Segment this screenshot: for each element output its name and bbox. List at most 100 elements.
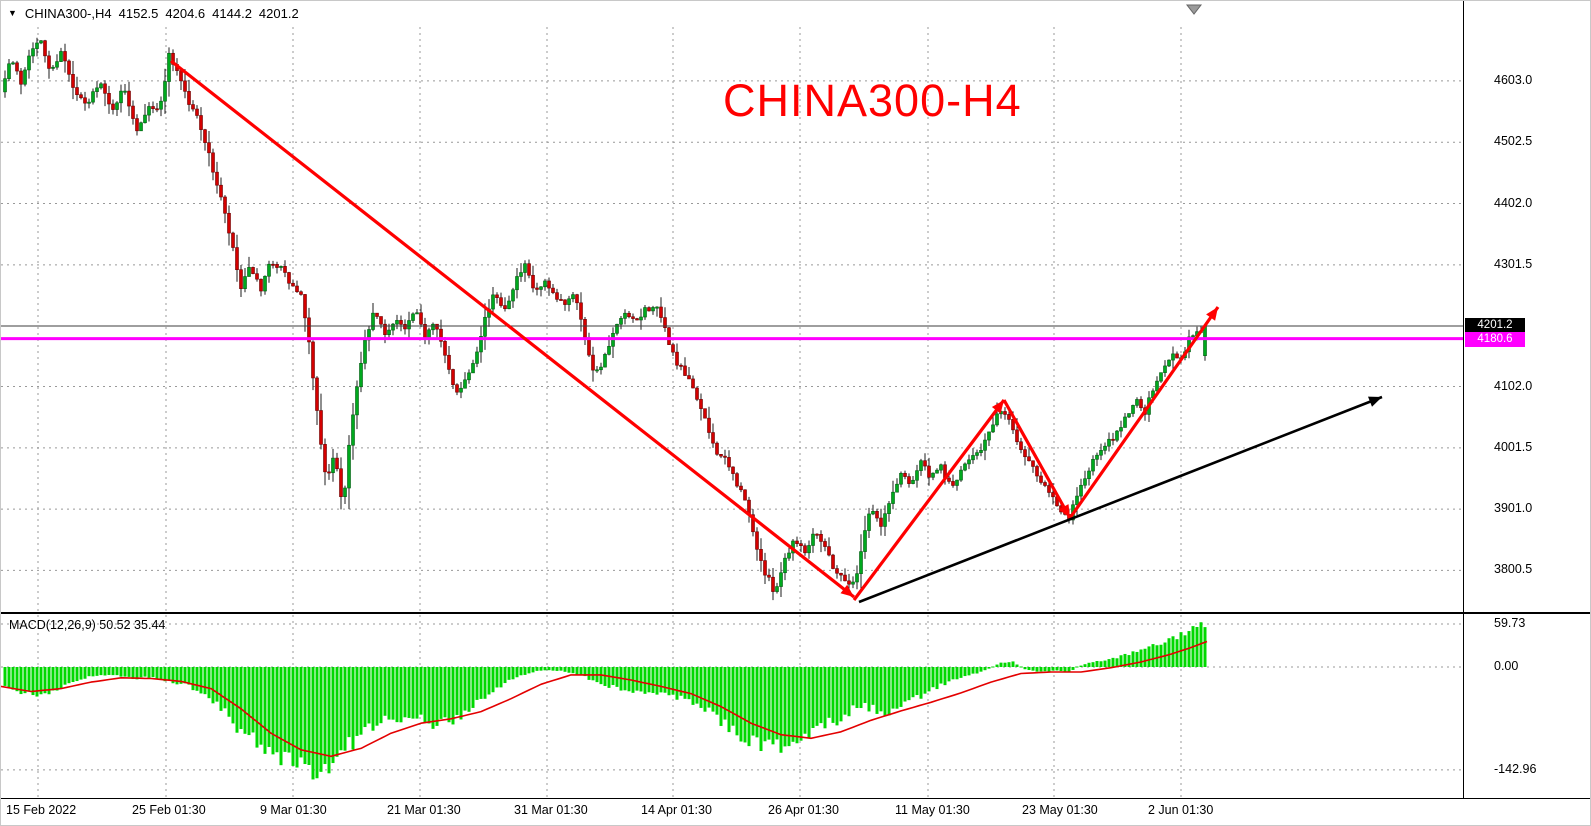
candle [831, 554, 835, 569]
candle [131, 105, 135, 119]
candle [675, 351, 679, 366]
rally-arrow-2[interactable] [1068, 306, 1220, 519]
candle [1035, 466, 1039, 477]
candle [647, 307, 651, 312]
candle [1099, 450, 1103, 456]
candle [867, 513, 871, 531]
candle [235, 247, 239, 271]
ohlc-low: 4144.2 [212, 6, 252, 21]
chart-shift-marker-icon[interactable] [1185, 4, 1203, 15]
price-axis-label: 4001.5 [1494, 439, 1533, 454]
candle [779, 572, 783, 587]
candle [243, 276, 247, 289]
candle [515, 276, 519, 291]
candle [975, 452, 979, 456]
candle [407, 320, 411, 330]
candle [331, 457, 335, 474]
candle [715, 442, 719, 455]
candle [1203, 325, 1207, 357]
candle [1003, 411, 1007, 415]
candle [1091, 458, 1095, 472]
candle [1075, 495, 1079, 506]
candle [491, 294, 495, 310]
candle [371, 312, 375, 330]
candle [543, 280, 547, 288]
candle [547, 280, 551, 289]
candle [1079, 484, 1083, 497]
rally-arrow-1[interactable] [852, 399, 1006, 601]
candle [631, 316, 635, 319]
candle [815, 533, 819, 536]
candle [439, 328, 443, 342]
candle [583, 319, 587, 338]
candle [1159, 372, 1163, 382]
candle [179, 70, 183, 82]
candle [983, 439, 987, 451]
candle [1127, 413, 1131, 418]
candle [335, 457, 339, 470]
collapse-indicator-icon[interactable]: ▼ [8, 8, 17, 18]
candle [707, 417, 711, 433]
candle [207, 142, 211, 154]
candle [339, 468, 343, 497]
candle [15, 62, 19, 72]
candle [827, 546, 831, 556]
symbol-label: CHINA300-,H4 [24, 6, 112, 21]
candle [519, 272, 523, 277]
candle [1051, 492, 1055, 498]
candle [615, 323, 619, 334]
candle [43, 40, 47, 57]
macd-signal-line [1, 640, 1208, 758]
candle [231, 232, 235, 248]
candle [1123, 416, 1127, 428]
candle [523, 263, 527, 273]
downtrend-arrow[interactable] [170, 59, 855, 599]
macd-axis-label: 59.73 [1494, 615, 1526, 630]
candle [115, 102, 119, 110]
candle [731, 466, 735, 474]
horizontal-level-lines [1, 325, 1463, 341]
candle [227, 212, 231, 234]
candle [879, 517, 883, 527]
pullback-arrow[interactable] [1002, 399, 1072, 519]
candle [619, 318, 623, 325]
candle [939, 464, 943, 471]
ohlc-open: 4152.5 [118, 6, 159, 21]
macd-axis-label: 0.00 [1494, 659, 1519, 673]
candle [639, 316, 643, 321]
candle [123, 90, 127, 93]
candle [387, 329, 391, 335]
candle [1107, 438, 1111, 447]
candle [479, 335, 483, 353]
candle [979, 449, 983, 453]
candle [47, 55, 51, 69]
trend-annotations[interactable] [170, 59, 1383, 604]
candle [1131, 405, 1135, 414]
candle [783, 557, 787, 574]
candle [967, 459, 971, 465]
candle [343, 487, 347, 497]
candle [799, 543, 803, 547]
candle [11, 62, 15, 65]
candle [1015, 429, 1019, 443]
candle [495, 294, 499, 298]
candle [627, 312, 631, 318]
candle [511, 289, 515, 302]
candle [379, 316, 383, 325]
candle [1115, 430, 1119, 441]
candle [795, 540, 799, 544]
candle [443, 341, 447, 356]
candle [63, 51, 67, 62]
time-axis-label: 2 Jun 01:30 [1148, 803, 1214, 817]
uptrend-arrow[interactable] [858, 395, 1383, 604]
candle [503, 305, 507, 310]
candle [767, 574, 771, 578]
price-axis-label: 4301.5 [1494, 256, 1533, 271]
candle [903, 472, 907, 477]
candle [535, 287, 539, 290]
candle [19, 70, 23, 85]
candle [363, 339, 367, 364]
time-axis-label: 14 Apr 01:30 [641, 803, 712, 817]
candle [151, 106, 155, 110]
